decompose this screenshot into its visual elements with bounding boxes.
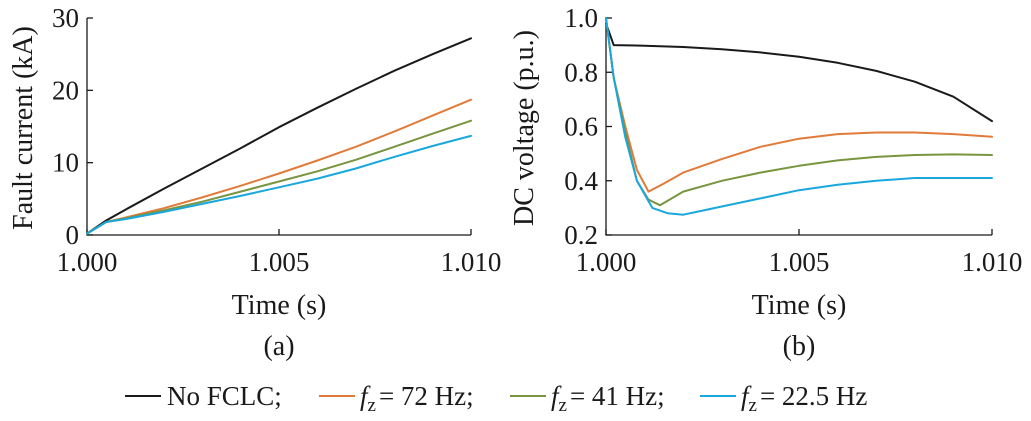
panel-label-b: (b) — [783, 331, 816, 362]
legend-label-fz-41: fz = 41 Hz; — [551, 381, 665, 416]
legend: No FCLC; fz = 72 Hz; fz = 41 Hz; fz = 22.5 … — [125, 381, 867, 416]
x-tick-label-b-2: 1.010 — [962, 247, 1023, 277]
ticks-a: 0 10 20 30 1.000 1.005 1.010 — [52, 3, 501, 277]
y-tick-label-a-3: 30 — [52, 3, 79, 33]
y-tick-label-b-4: 1.0 — [564, 3, 598, 33]
legend-symbol-fz-72: f — [360, 381, 371, 411]
legend-rest-fz-22-5: = 22.5 Hz — [760, 381, 867, 411]
y-axis-label-b: DC voltage (p.u.) — [509, 30, 540, 226]
series-group-b — [605, 17, 993, 216]
chart-panel-a: 0 10 20 30 1.000 1.005 1.010 Time (s) Fault cu… — [8, 3, 501, 362]
y-tick-label-a-2: 20 — [52, 75, 79, 105]
panel-label-a: (a) — [263, 331, 294, 362]
x-axis-label-a: Time (s) — [232, 290, 327, 321]
legend-item-fz-41: fz = 41 Hz; — [510, 381, 665, 416]
series-line-b-f-z-72-hz — [605, 17, 993, 193]
y-tick-label-b-3: 0.8 — [564, 57, 598, 87]
legend-symbol-fz-41: f — [551, 381, 562, 411]
legend-rest-fz-72: = 72 Hz; — [379, 381, 474, 411]
ticks-b: 0.2 0.4 0.6 0.8 1.0 1.000 1.005 1.010 — [564, 3, 1022, 277]
chart-panel-b: 0.20.40.60.81.01.000 1.005 1.010 Time (s) … — [509, 3, 1022, 362]
series-group-a — [86, 37, 472, 235]
legend-label-fz-72: fz = 72 Hz; — [360, 381, 474, 416]
y-tick-label-a-1: 10 — [52, 148, 79, 178]
series-line-a-no-fclc — [86, 37, 472, 235]
legend-subscript-fz-72: z — [368, 395, 376, 416]
legend-subscript-fz-22-5: z — [749, 395, 757, 416]
x-axis-label-b: Time (s) — [752, 290, 847, 321]
legend-item-no-fclc: No FCLC; — [125, 381, 282, 411]
legend-rest-fz-41: = 41 Hz; — [570, 381, 665, 411]
legend-item-fz-72: fz = 72 Hz; — [319, 381, 474, 416]
series-line-b-f-z-22-5-hz — [605, 17, 993, 216]
y-tick-label-b-1: 0.4 — [564, 166, 598, 196]
y-axis-label-a: Fault current (kA) — [8, 26, 39, 230]
legend-subscript-fz-41: z — [559, 395, 567, 416]
series-line-b-no-fclc — [605, 22, 993, 123]
series-line-a-f-z-41-hz — [86, 119, 472, 235]
x-tick-label-a-0: 1.000 — [57, 247, 118, 277]
x-tick-label-a-2: 1.010 — [441, 247, 502, 277]
x-tick-label-b-1: 1.005 — [769, 247, 830, 277]
legend-label-fz-22-5: fz = 22.5 Hz — [741, 381, 867, 416]
series-line-a-f-z-22-5-hz — [86, 134, 472, 235]
y-tick-label-a-0: 0 — [66, 220, 80, 250]
y-tick-label-b-0: 0.2 — [564, 220, 598, 250]
legend-item-fz-22-5: fz = 22.5 Hz — [700, 381, 867, 416]
y-tick-label-b-2: 0.6 — [564, 112, 598, 142]
x-tick-label-b-0: 1.000 — [576, 247, 637, 277]
x-tick-label-a-1: 1.005 — [249, 247, 310, 277]
legend-symbol-fz-22-5: f — [741, 381, 752, 411]
legend-label-no-fclc: No FCLC; — [167, 381, 282, 411]
legend-text-no-fclc: No FCLC; — [167, 381, 282, 411]
